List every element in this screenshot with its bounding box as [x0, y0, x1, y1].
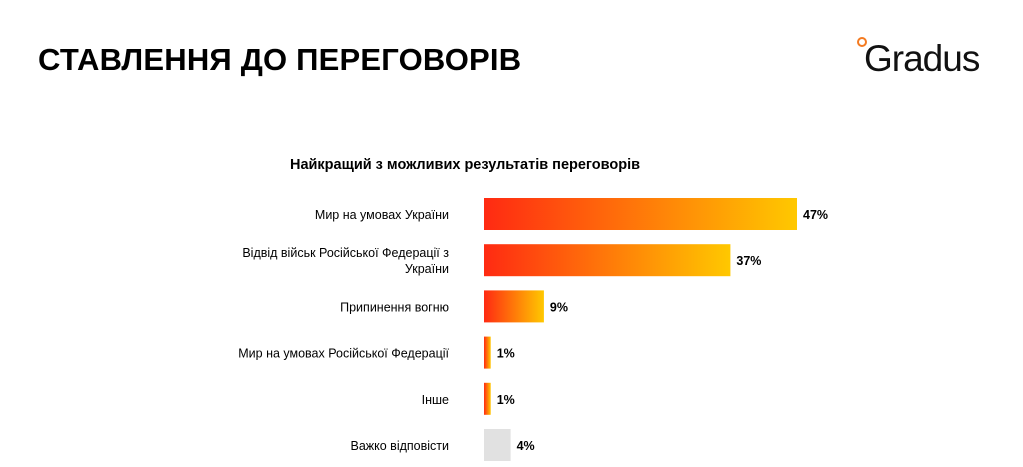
bars-layer: 47% Мир на умовах України 37% Відвід військ… [238, 198, 828, 461]
bar-6 [484, 429, 511, 461]
page-title: СТАВЛЕННЯ ДО ПЕРЕГОВОРІВ [38, 42, 522, 77]
bar-4 [484, 336, 491, 369]
data-label-2: 37% [736, 254, 761, 268]
data-label-5: 1% [497, 393, 515, 407]
bar-3 [484, 290, 544, 323]
data-label-3: 9% [550, 300, 568, 314]
data-label-6: 4% [517, 439, 535, 453]
gradus-logo: Gradus [857, 36, 1002, 84]
chart-title: Найкращий з можливих результатів перегов… [289, 157, 641, 173]
category-label-6: Важко відповісти [351, 439, 450, 453]
bar-5 [484, 382, 491, 415]
category-label-4: Мир на умовах Російської Федерації [238, 347, 449, 361]
bar-2 [484, 244, 731, 277]
category-label-2: Відвід військ Російської Федерації з Укра… [242, 246, 449, 276]
category-label-1: Мир на умовах України [315, 208, 449, 222]
bar-1 [484, 198, 797, 230]
category-label-5: Інше [422, 393, 449, 407]
data-label-1: 47% [803, 208, 828, 222]
logo-dot-icon [857, 37, 867, 47]
category-label-3: Припинення вогню [340, 300, 449, 314]
logo-text: Gradus [864, 38, 980, 79]
data-label-4: 1% [497, 347, 515, 361]
